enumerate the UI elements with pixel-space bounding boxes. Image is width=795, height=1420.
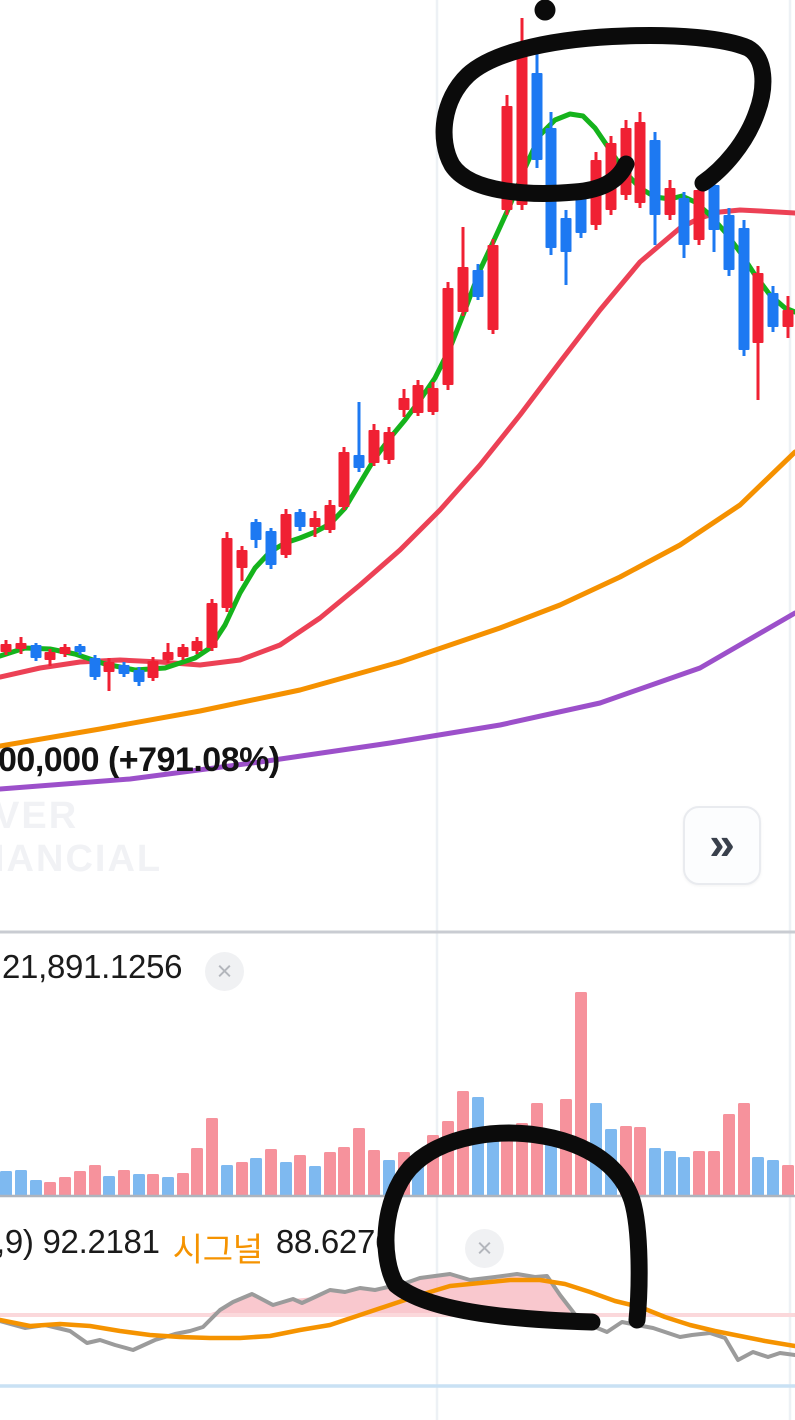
- price-change-label: 00,000 (+791.08%): [0, 741, 280, 779]
- watermark-line2: IANCIAL: [0, 838, 163, 880]
- watermark-line1: VER: [0, 795, 79, 837]
- naver-financial-watermark: VER IANCIAL: [0, 795, 162, 881]
- close-icon: ×: [216, 956, 233, 986]
- volume-indicator-value: 21,891.1256: [2, 948, 183, 985]
- macd-indicator-label: ,9) 92.2181 시그널 88.6276: [0, 1223, 393, 1271]
- macd-value: ,9) 92.2181: [0, 1223, 160, 1260]
- double-chevron-right-icon: »: [709, 816, 735, 869]
- signal-label: 시그널: [172, 1231, 263, 1268]
- volume-indicator-close-button[interactable]: ×: [205, 952, 244, 991]
- macd-indicator-close-button[interactable]: ×: [465, 1229, 504, 1268]
- close-icon: ×: [476, 1233, 493, 1263]
- expand-chart-button[interactable]: »: [683, 806, 761, 885]
- signal-value: 88.6276: [275, 1223, 394, 1260]
